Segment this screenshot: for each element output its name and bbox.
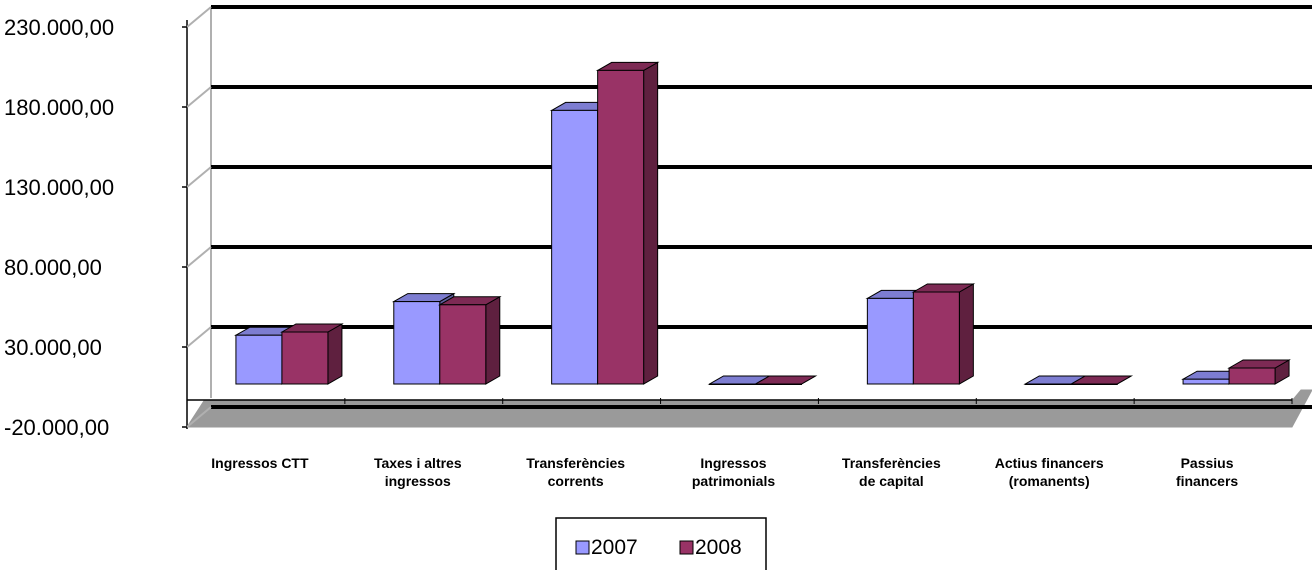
legend-label-2008: 2008	[695, 536, 742, 559]
bar-2008-cat-5	[1069, 375, 1134, 385]
bar-2008-cat-0	[280, 323, 344, 385]
gridline-slant-5	[186, 406, 212, 428]
x-axis-category-labels: Ingressos CTT Taxes i altres ingressos Tran…	[211, 455, 1238, 489]
y-axis-tick-labels: 230.000,00 180.000,00 130.000,00 80.000,00 3…	[4, 15, 114, 440]
y-tick-label-4: 30.000,00	[4, 335, 102, 360]
x-tick-label-4: Transferències de capital	[842, 455, 941, 489]
x-tick-label-3: Ingressos patrimonials	[692, 455, 775, 489]
bars	[187, 61, 1293, 404]
chart-walls	[186, 8, 212, 429]
bar-2008-cat-6	[1227, 359, 1291, 385]
x-tick-label-1: Taxes i altres ingressos	[374, 455, 462, 489]
gridline-slant-2	[186, 166, 212, 188]
y-tick-label-3: 80.000,00	[4, 255, 102, 280]
bar-2008-cat-2	[595, 61, 660, 385]
bar-2008-cat-4	[911, 283, 976, 385]
y-tick-label-2: 130.000,00	[4, 175, 114, 200]
legend-swatch-2008	[679, 540, 694, 555]
gridline-slant-4	[186, 326, 212, 348]
bar-2008-cat-1	[437, 295, 502, 385]
gridlines	[182, 5, 1312, 428]
x-tick-label-5: Actius financers (romanents)	[995, 455, 1104, 489]
gridline-slant-3	[186, 246, 212, 268]
x-tick-label-2: Transferències corrents	[526, 455, 625, 489]
legend-box	[555, 517, 767, 570]
legend-label-2007: 2007	[591, 536, 638, 559]
legend: 2007 2008	[555, 517, 767, 570]
y-tick-label-1: 180.000,00	[4, 95, 114, 120]
x-tick-label-6: Passius financers	[1176, 455, 1238, 489]
y-tick-label-0: 230.000,00	[4, 15, 114, 40]
x-tick-label-0: Ingressos CTT	[211, 455, 309, 471]
gridline-slant-1	[186, 86, 212, 108]
y-tick-label-5: -20.000,00	[4, 415, 109, 440]
gridline-slant-0	[186, 6, 212, 28]
legend-swatch-2007	[575, 540, 590, 555]
bar-2008-cat-3	[753, 375, 818, 385]
